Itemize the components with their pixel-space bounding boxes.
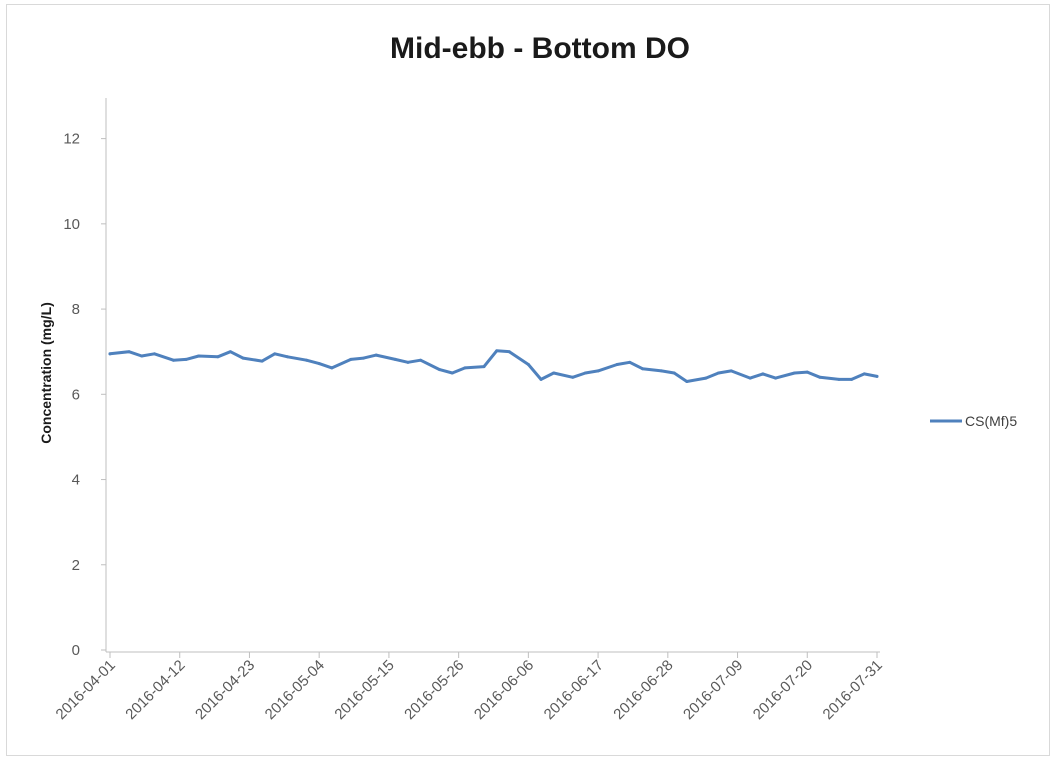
y-tick-label: 10 [63, 216, 80, 233]
data-point [228, 350, 232, 354]
data-point [450, 371, 454, 375]
x-tick-label: 2016-05-04 [262, 657, 328, 723]
data-point [152, 352, 156, 356]
x-tick-label: 2016-05-15 [331, 657, 397, 723]
x-tick-label: 2016-04-12 [122, 657, 188, 723]
data-point [615, 362, 619, 366]
data-point [127, 350, 131, 354]
data-point [640, 367, 644, 371]
data-point [685, 380, 689, 384]
x-tick-label: 2016-05-26 [401, 657, 467, 723]
data-point [438, 368, 442, 372]
data-point [305, 358, 309, 362]
y-tick-label: 12 [63, 131, 80, 148]
data-point [774, 376, 778, 380]
x-tick-label: 2016-07-20 [750, 657, 816, 723]
legend-label: CS(Mf)5 [965, 413, 1017, 429]
data-point [140, 354, 144, 358]
data-point [837, 377, 841, 381]
y-tick-label: 4 [72, 472, 80, 489]
data-point [374, 353, 378, 357]
data-point [717, 371, 721, 375]
legend: CS(Mf)5 [930, 413, 1017, 429]
data-point [285, 355, 289, 359]
x-tick-label: 2016-07-09 [680, 657, 746, 723]
data-point [273, 352, 277, 356]
x-tick-label: 2016-06-06 [471, 657, 537, 723]
data-point [362, 356, 366, 360]
data-point [659, 369, 663, 373]
y-tick-label: 2 [72, 557, 80, 574]
data-point [704, 376, 708, 380]
data-point [672, 371, 676, 375]
data-point [748, 376, 752, 380]
chart-area [6, 4, 1050, 756]
data-point [197, 354, 201, 358]
data-point [628, 360, 632, 364]
data-point [875, 374, 879, 378]
data-point [171, 358, 175, 362]
y-tick-label: 0 [72, 642, 80, 659]
y-tick-label: 8 [72, 301, 80, 318]
data-point [793, 371, 797, 375]
chart-title: Mid-ebb - Bottom DO [390, 32, 690, 65]
data-point [260, 359, 264, 363]
data-point [330, 366, 334, 370]
data-point [184, 357, 188, 361]
data-point [818, 375, 822, 379]
data-point [495, 349, 499, 353]
data-point [850, 377, 854, 381]
data-point [507, 350, 511, 354]
x-axis-ticks: 2016-04-01 2016-04-12 2016-04-23 2016-05-04… [53, 652, 886, 723]
data-point [596, 369, 600, 373]
data-point [539, 377, 543, 381]
data-point [463, 366, 467, 370]
data-point [729, 369, 733, 373]
data-point [393, 357, 397, 361]
data-point [761, 372, 765, 376]
y-axis-title: Concentration (mg/L) [38, 302, 54, 444]
x-tick-label: 2016-04-23 [192, 657, 258, 723]
data-point [571, 375, 575, 379]
x-tick-label: 2016-04-01 [53, 657, 119, 723]
y-tick-label: 6 [72, 386, 80, 403]
data-point [349, 357, 353, 361]
data-point [241, 356, 245, 360]
x-tick-label: 2016-07-31 [820, 657, 886, 723]
data-point [583, 371, 587, 375]
data-point [862, 372, 866, 376]
data-point [805, 370, 809, 374]
x-tick-label: 2016-06-28 [610, 657, 676, 723]
data-point [419, 358, 423, 362]
data-point [482, 365, 486, 369]
x-tick-label: 2016-06-17 [541, 657, 607, 723]
y-axis-ticks: 0 2 4 6 8 10 12 [63, 131, 106, 659]
data-point [406, 360, 410, 364]
series-line-cs-mf-5 [108, 349, 879, 383]
data-point [526, 362, 530, 366]
series-points [108, 349, 879, 384]
data-point [108, 352, 112, 356]
data-point [317, 362, 321, 366]
data-point [216, 355, 220, 359]
data-point [552, 371, 556, 375]
